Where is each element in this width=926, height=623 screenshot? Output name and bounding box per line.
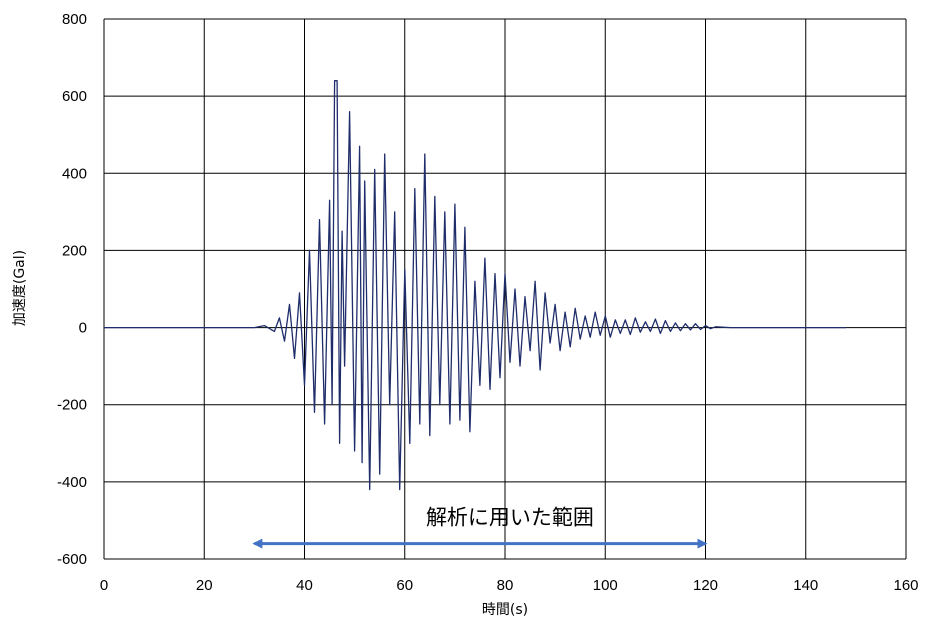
x-axis-title: 時間(s) <box>482 602 528 618</box>
y-tick-label: -200 <box>57 397 87 414</box>
y-tick-label: 400 <box>62 165 87 182</box>
plot-area <box>104 80 846 491</box>
tick-labels: 0 20 40 60 80 100 120 140 160 800 600 400 200 0 -200 -4… <box>57 11 919 594</box>
annotation-group: 解析に用いた範囲 <box>252 506 708 549</box>
y-axis-title: 加速度(Gal) <box>12 250 28 326</box>
y-tick-label: 600 <box>62 88 87 105</box>
x-tick-label: 140 <box>793 577 818 594</box>
range-annotation-label: 解析に用いた範囲 <box>426 506 594 530</box>
x-tick-label: 60 <box>396 577 413 594</box>
x-tick-label: 0 <box>100 577 108 594</box>
y-tick-label: -600 <box>57 551 87 568</box>
x-tick-label: 120 <box>693 577 718 594</box>
x-tick-label: 100 <box>593 577 618 594</box>
x-tick-label: 160 <box>893 577 918 594</box>
y-tick-label: 0 <box>79 320 87 337</box>
grid-lines <box>103 18 907 560</box>
x-tick-label: 40 <box>296 577 313 594</box>
y-tick-label: 200 <box>62 242 87 259</box>
x-tick-label: 20 <box>196 577 213 594</box>
y-tick-label: 800 <box>62 11 87 28</box>
x-tick-label: 80 <box>497 577 514 594</box>
y-tick-label: -400 <box>57 474 87 491</box>
series-line <box>104 80 846 491</box>
